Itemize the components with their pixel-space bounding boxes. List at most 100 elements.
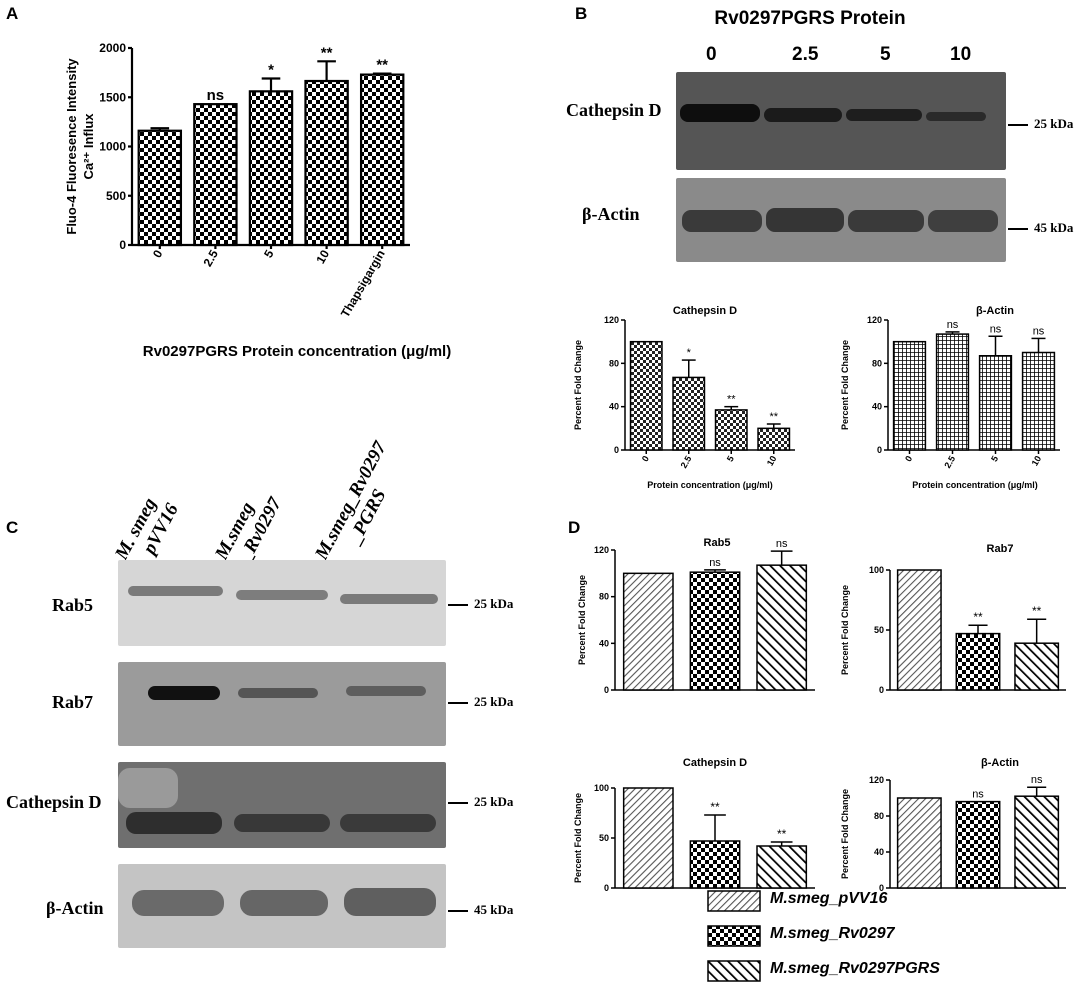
cathepsin-label-c: Cathepsin D: [6, 792, 102, 812]
bar-2: [756, 564, 808, 691]
cathepsin-blot-b: [676, 72, 1006, 170]
y-tick-label: 50: [874, 625, 884, 635]
y-tick-label: 1000: [99, 140, 126, 154]
chart-d2: 0 50 100 ** ** Rab7 Percent Fold Change: [840, 543, 1066, 695]
y-tick-label: 40: [609, 402, 619, 412]
y-tick-label: 2000: [99, 41, 126, 55]
y-tick-label: 0: [614, 445, 619, 455]
chart-title: Cathepsin D: [683, 757, 747, 769]
bar-1: [193, 103, 238, 247]
rab7-kda: 25 kDa: [448, 694, 513, 710]
y-tick-label: 40: [599, 638, 609, 648]
y-tick-label: 0: [879, 883, 884, 893]
bar-1: [955, 800, 1001, 889]
bar-0: [137, 129, 183, 247]
lane-title-rv0297pgrs: M.smeg_Rv0297 _PGRS: [311, 438, 391, 564]
y-tick-label: 0: [879, 685, 884, 695]
y-axis-label: Ca²⁺ Influx: [81, 113, 96, 180]
y-axis-label: Percent Fold Change: [840, 585, 850, 675]
chart-b1: 0 40 80 120 0 * 2.5 ** 5 ** 10 Cathepsin D Percent F…: [573, 305, 795, 490]
blot-b-title: Rv0297PGRS Protein: [714, 8, 906, 29]
bar-2: [1014, 795, 1060, 889]
bar-3: [1021, 351, 1056, 451]
panel-letter-b: B: [575, 4, 588, 23]
panel-letter-d: D: [568, 518, 581, 537]
cathepsin-kda-c: 25 kDa: [448, 794, 513, 810]
y-tick-label: 80: [609, 358, 619, 368]
x-tick-label: 5: [725, 454, 736, 463]
y-axis-label: Percent Fold Change: [840, 789, 850, 879]
bar-2: [1014, 642, 1060, 691]
bar-0: [896, 797, 942, 889]
x-tick-label: 10: [1030, 454, 1044, 468]
x-tick-label: 2.5: [942, 454, 957, 470]
significance-label: *: [687, 347, 692, 359]
significance-label: ns: [1033, 325, 1045, 337]
y-tick-label: 50: [599, 833, 609, 843]
significance-label: *: [268, 62, 274, 79]
bar-3: [304, 79, 349, 247]
bar-1: [672, 376, 706, 451]
bar-2: [714, 409, 748, 451]
x-tick-label: 10: [765, 454, 779, 468]
y-tick-label: 500: [106, 189, 126, 203]
actin-kda-c: 45 kDa: [448, 902, 513, 918]
chart-title: Rab7: [987, 543, 1014, 555]
y-tick-label: 120: [594, 545, 609, 555]
bar-2: [756, 845, 808, 889]
y-axis-label: Percent Fold Change: [573, 793, 583, 883]
significance-label: **: [376, 57, 388, 74]
bar-2: [248, 90, 294, 247]
chart-b2: 0 40 80 120 0 ns 2.5 ns 5 ns 10 β-Actin Percent Fold…: [840, 305, 1060, 490]
y-tick-label: 1500: [99, 90, 126, 104]
bar-1: [689, 840, 741, 889]
x-tick-label: 2.5: [201, 247, 222, 269]
chart-d4: 0 40 80 120 ns ns β-Actin Percent Fold Change: [840, 757, 1066, 893]
y-tick-label: 40: [872, 402, 882, 412]
bar-0: [622, 787, 674, 889]
chart-title: β-Actin: [976, 305, 1014, 317]
rab7-label: Rab7: [52, 692, 94, 712]
lane-label-2-5: 2.5: [792, 44, 819, 65]
bar-0: [629, 340, 663, 451]
y-tick-label: 80: [874, 811, 884, 821]
rab5-label: Rab5: [52, 595, 94, 615]
x-tick-label: 5: [989, 454, 1000, 463]
x-axis-label: Rv0297PGRS Protein concentration (μg/ml): [143, 343, 451, 360]
significance-label: **: [1032, 604, 1042, 618]
y-tick-label: 40: [874, 847, 884, 857]
y-tick-label: 0: [119, 238, 126, 252]
chart-d1: 0 40 80 120 ns ns Rab5 Percent Fold Change: [577, 537, 815, 695]
rab5-blot: [118, 560, 446, 646]
y-axis-label: Percent Fold Change: [573, 340, 583, 430]
chart-title: Cathepsin D: [673, 305, 737, 317]
x-tick-label: 5: [261, 247, 277, 260]
x-tick-label: 0: [640, 454, 651, 463]
significance-label: ns: [947, 319, 959, 331]
bar-0: [896, 569, 942, 691]
cathepsin-kda-b: 25 kDa: [1008, 116, 1073, 132]
lane-label-10: 10: [950, 44, 972, 65]
y-tick-label: 100: [869, 565, 884, 575]
actin-blot-c: [118, 864, 446, 948]
lane-label-5: 5: [880, 44, 891, 65]
legend-swatch-0: [707, 890, 761, 912]
cathepsin-label-b: Cathepsin D: [566, 100, 662, 120]
x-axis-label: Protein concentration (μg/ml): [647, 480, 773, 490]
panel-letter-a: A: [6, 4, 19, 23]
chart-title: Rab5: [704, 537, 731, 549]
cathepsin-blot-c: [118, 762, 446, 848]
panel-letter-c: C: [6, 518, 19, 537]
significance-label: **: [777, 827, 787, 841]
y-tick-label: 120: [867, 315, 882, 325]
legend-item-rv0297pgrs: M.smeg_Rv0297PGRS: [770, 960, 940, 977]
significance-label: ns: [1031, 774, 1043, 786]
y-tick-label: 0: [604, 685, 609, 695]
significance-label: ns: [972, 789, 984, 801]
x-tick-label: 0: [903, 454, 914, 463]
chart-a: 0 500 1000 1500 2000 0 ns 2.5 * 5 ** 10 ** Thapsigarg…: [64, 41, 451, 360]
y-axis-label: Percent Fold Change: [840, 340, 850, 430]
bar-1: [935, 333, 970, 451]
bar-1: [689, 571, 741, 691]
actin-label-b: β-Actin: [582, 204, 640, 224]
